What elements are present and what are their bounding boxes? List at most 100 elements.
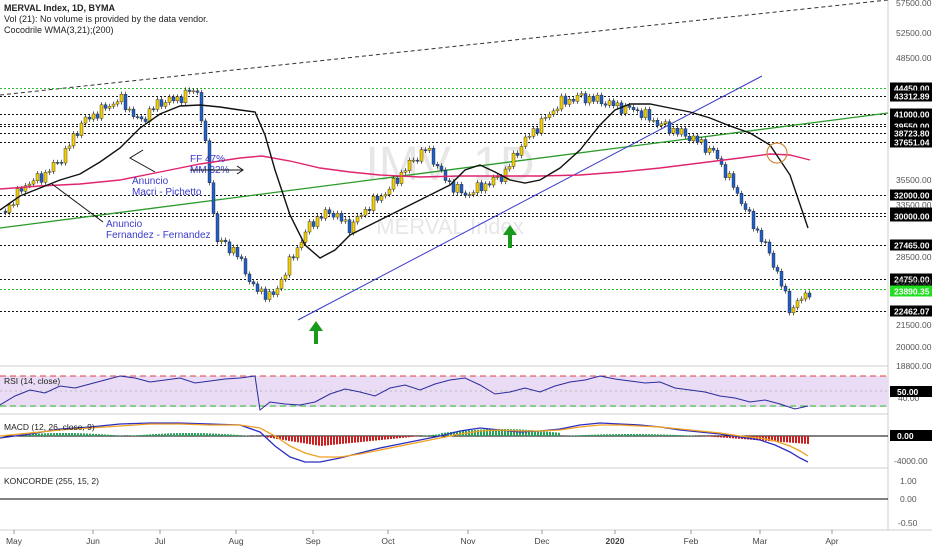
rsi-line <box>0 375 809 411</box>
level-label-1: 43312.89 <box>894 92 930 102</box>
konkorde-title: KONCORDE (255, 15, 2) <box>4 476 99 486</box>
annotation-macri[interactable]: Anuncio Macri - Pichetto <box>129 149 202 198</box>
macd-bar <box>768 436 770 442</box>
level-badge-9 <box>890 210 932 222</box>
candle-body <box>739 193 744 204</box>
price-tick-6: 26500.00 <box>896 277 932 287</box>
candle-body <box>375 196 380 201</box>
macd-bar <box>77 433 79 436</box>
candle-body <box>547 114 552 118</box>
candle-body <box>731 173 736 188</box>
candle-body <box>55 162 60 164</box>
macd-bar <box>675 434 677 436</box>
macd-bar <box>98 434 100 436</box>
indicator-label[interactable]: Cocodrile WMA(3,21);(200) <box>4 25 114 35</box>
candle-body <box>663 121 668 125</box>
candle-body <box>231 247 236 254</box>
macd-bar <box>218 433 220 436</box>
candle-body <box>347 219 352 234</box>
macd-bar <box>101 434 103 436</box>
candle-body <box>427 147 432 151</box>
macd-bar <box>783 436 785 443</box>
macd-bar <box>396 436 398 439</box>
watermark-symbol: IMV, 1D <box>366 138 535 191</box>
macd-bar <box>645 434 647 436</box>
candle-body <box>455 184 460 193</box>
level-badge-10 <box>890 239 932 251</box>
macd-bar <box>750 436 752 440</box>
macd-bar <box>486 429 488 436</box>
candle-body <box>11 204 16 206</box>
candle-body <box>595 94 600 102</box>
macd-bar <box>600 434 602 436</box>
candle-body <box>115 101 120 105</box>
macd-bar <box>53 433 55 436</box>
candle-body <box>363 209 368 216</box>
macd-bar <box>414 436 416 437</box>
macd-bar <box>321 436 323 446</box>
candle-body <box>723 164 728 178</box>
level-badge-6 <box>890 136 932 148</box>
time-axis[interactable]: May Jun Jul Aug Sep Oct Nov Dec 2020 Feb Mar Apr <box>6 530 839 546</box>
macd-bar <box>579 435 581 436</box>
price-axis[interactable]: 44450.0043312.8941000.0039850.0039550.00… <box>890 0 932 371</box>
macd-bar <box>627 434 629 436</box>
candle-body <box>191 90 196 93</box>
highlight-circle[interactable] <box>766 142 788 164</box>
level-label-2: 41000.00 <box>894 110 930 120</box>
rsi-band <box>0 376 888 407</box>
candle-body <box>183 89 188 103</box>
candle-body <box>123 94 128 111</box>
level-label-4: 39550.00 <box>894 122 930 132</box>
macd-bar <box>221 433 223 436</box>
annotation-fernandez-line-2: Fernandez - Fernandez <box>106 230 211 241</box>
candle-body <box>447 180 452 182</box>
macd-bar <box>474 429 476 436</box>
macd-bar <box>297 436 299 443</box>
level-label-5: 38723.80 <box>894 129 930 139</box>
macd-bar <box>164 433 166 436</box>
macd-bar <box>110 434 112 436</box>
macd-bar <box>501 429 503 436</box>
macd-bar <box>714 436 716 438</box>
macd-bar <box>720 436 722 438</box>
macd-bar <box>522 429 524 436</box>
price-tick-5: 28500.00 <box>896 252 932 262</box>
candle-body <box>439 165 444 171</box>
candle-body <box>783 285 788 292</box>
candle-body <box>387 188 392 195</box>
candle-body <box>751 211 756 230</box>
rsi-title: RSI (14, close) <box>4 376 60 386</box>
candle-body <box>759 230 764 242</box>
candle-body <box>219 239 224 243</box>
chart-header: MERVAL Index, 1D, BYMA Vol (21): No volu… <box>4 3 208 36</box>
macd-bar <box>50 433 52 436</box>
symbol-title[interactable]: MERVAL Index, 1D, BYMA <box>4 3 116 13</box>
annotation-ff-arrowhead <box>236 165 244 175</box>
macd-bar <box>32 433 34 436</box>
level-badge-14 <box>890 305 932 317</box>
macd-bar <box>606 434 608 436</box>
candle-body <box>627 105 632 108</box>
macd-bar <box>573 435 575 436</box>
macd-bar <box>723 436 725 438</box>
macd-bar <box>708 436 710 437</box>
candle-body <box>139 116 144 120</box>
macd-bar <box>173 433 175 436</box>
macd-bar <box>657 434 659 436</box>
macd-bar <box>402 436 404 438</box>
candle-body <box>343 219 348 222</box>
macd-bar <box>651 434 653 436</box>
macd-bar <box>711 436 713 437</box>
candle-body <box>799 298 804 301</box>
candle-body <box>283 274 288 280</box>
annotation-ff[interactable]: FF 47% MM 32% <box>190 154 244 176</box>
candle-body <box>711 148 716 151</box>
macd-bar <box>227 434 229 436</box>
candle-body <box>519 146 524 156</box>
annotation-fernandez[interactable]: Anuncio Fernandez - Fernandez <box>51 183 211 241</box>
macd-bar <box>471 430 473 436</box>
candle-body <box>507 166 512 170</box>
candle-body <box>651 120 656 122</box>
